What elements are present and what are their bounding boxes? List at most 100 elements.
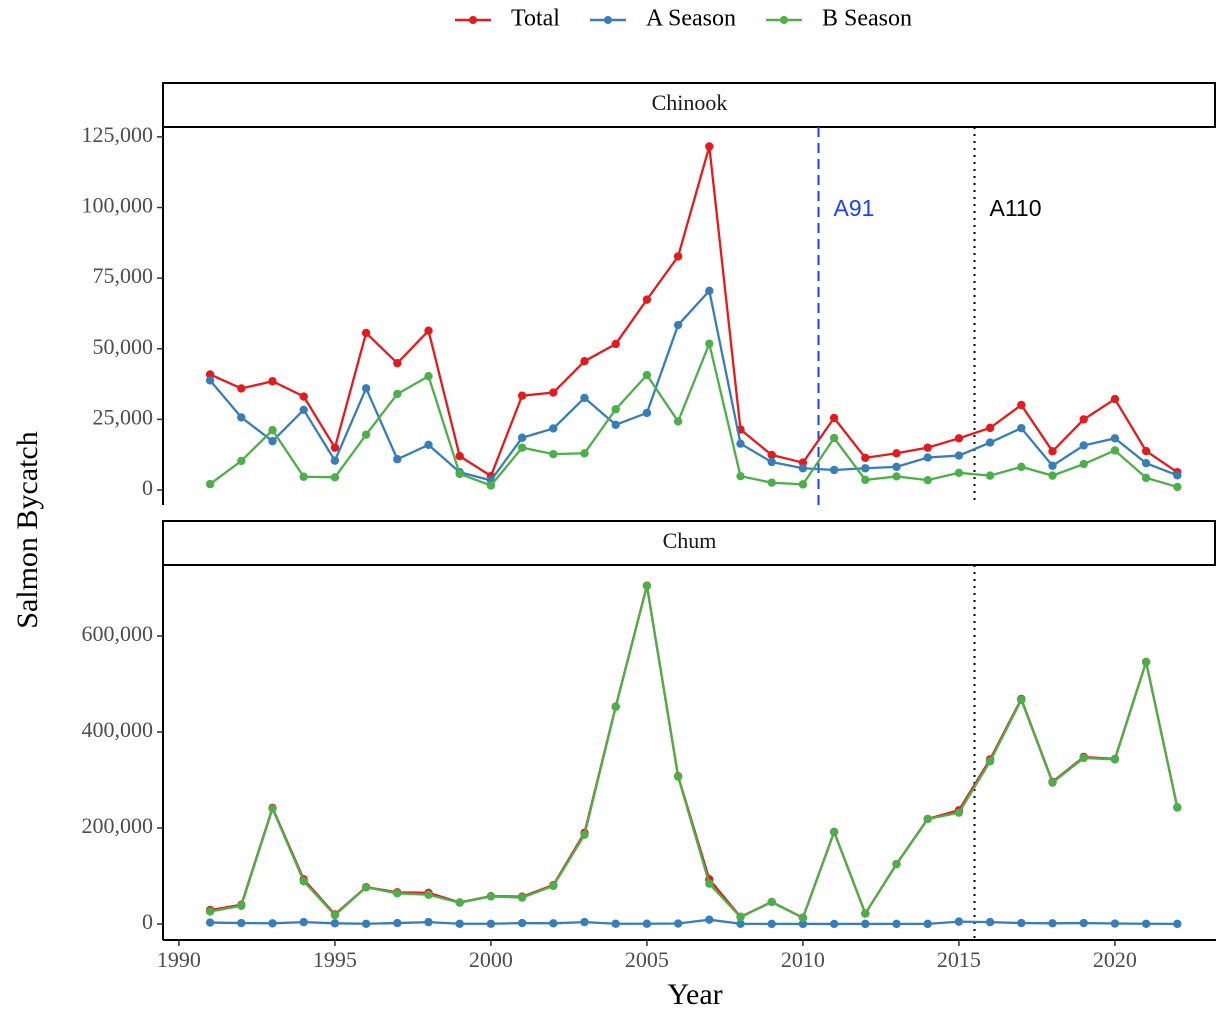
point [580,393,589,403]
point [642,295,652,304]
y-tick-label: 50,000 [93,334,154,359]
point [1017,462,1026,472]
point [892,472,901,481]
series-line [209,585,1179,920]
point [330,456,340,465]
point [611,702,620,712]
point [1079,415,1088,424]
point [1079,441,1088,450]
point [923,475,932,485]
facet-strip [162,520,1216,566]
x-tick-label: 2020 [1093,947,1137,972]
point [829,433,839,443]
point [892,449,901,458]
point [424,371,433,381]
point [861,464,870,473]
y-tick-label: 200,000 [82,813,154,838]
point [1141,446,1151,456]
point [954,468,964,477]
point [361,384,371,393]
point [642,370,652,380]
x-tick-label: 2000 [469,947,513,972]
y-tick-label: 125,000 [82,122,154,147]
point [393,889,402,898]
point [923,453,932,462]
point [829,465,839,475]
point [549,388,558,397]
point [205,376,215,385]
point [642,581,652,591]
y-tick-label: 100,000 [82,193,154,218]
point [985,438,995,447]
point [205,479,215,489]
point [829,413,839,423]
point [1173,471,1182,480]
point [330,473,340,482]
point [455,469,464,479]
point [268,804,277,813]
point [892,462,901,472]
series-line [210,918,1178,926]
point [985,423,995,433]
point [361,328,371,338]
point [455,451,464,461]
point [705,879,714,888]
point [486,481,496,490]
point [205,918,215,927]
x-tick-label: 2005 [625,947,669,972]
legend-label: Total [511,6,560,32]
point [767,919,776,929]
x-axis-title: Year [667,978,722,1011]
y-tick-label: 25,000 [93,404,154,429]
series-line [209,585,1179,920]
point [923,814,932,824]
point [861,919,870,929]
point [361,883,371,892]
point [1079,753,1088,763]
point [424,326,433,335]
point [237,918,246,928]
point [580,357,589,366]
point [237,384,246,393]
point [330,919,340,928]
point [736,439,745,448]
point [393,918,402,928]
point [268,425,277,435]
point [736,912,745,922]
point [673,417,683,426]
point [829,919,839,929]
point [767,478,776,487]
point [1017,695,1026,705]
point [611,339,620,349]
point [1141,919,1151,928]
y-axis-title: Salmon Bycatch [11,431,44,628]
point [611,405,620,414]
annotation-label: A110 [990,195,1042,221]
point [1110,434,1120,443]
point [486,892,496,901]
point [424,917,433,927]
point [1048,461,1057,470]
point [330,443,340,452]
point [1017,423,1026,433]
point [299,405,308,414]
point [393,455,402,464]
point [673,320,683,330]
point [673,252,683,261]
point [1048,919,1057,928]
point [892,859,901,869]
point [1110,446,1120,455]
point [767,450,776,460]
legend-label: A Season [646,6,736,32]
x-tick-label: 1995 [313,947,357,972]
point [611,919,620,928]
point [299,392,308,401]
point [455,919,464,928]
point [549,449,558,459]
point [1173,803,1182,812]
point [330,910,340,920]
annotation-label: A91 [834,195,875,221]
point [798,464,808,473]
point [861,453,870,463]
point [861,909,870,918]
